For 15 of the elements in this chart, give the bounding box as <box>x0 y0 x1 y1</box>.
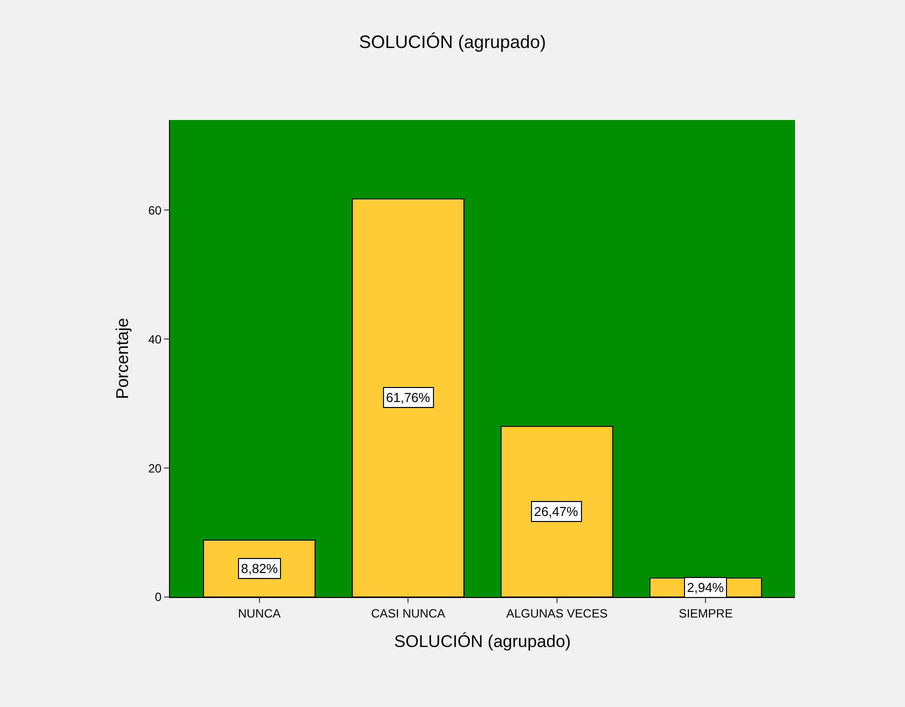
x-tick-label: CASI NUNCA <box>371 606 446 620</box>
y-tick-label: 20 <box>148 461 162 476</box>
x-tick-label: NUNCA <box>238 606 281 620</box>
x-tick-label: ALGUNAS VECES <box>506 606 608 620</box>
y-axis-title: Porcentaje <box>112 318 132 400</box>
data-label: 26,47% <box>534 504 579 519</box>
data-label: 2,94% <box>687 580 724 595</box>
y-tick-label: 0 <box>154 590 162 604</box>
x-axis-title: SOLUCIÓN (agrupado) <box>394 632 571 651</box>
chart-title: SOLUCIÓN (agrupado) <box>358 32 546 52</box>
x-tick-label: SIEMPRE <box>678 606 733 620</box>
y-tick-label: 60 <box>148 203 162 218</box>
data-label: 8,82% <box>241 561 278 576</box>
y-tick-label: 40 <box>148 332 162 346</box>
data-label: 61,76% <box>386 390 431 405</box>
